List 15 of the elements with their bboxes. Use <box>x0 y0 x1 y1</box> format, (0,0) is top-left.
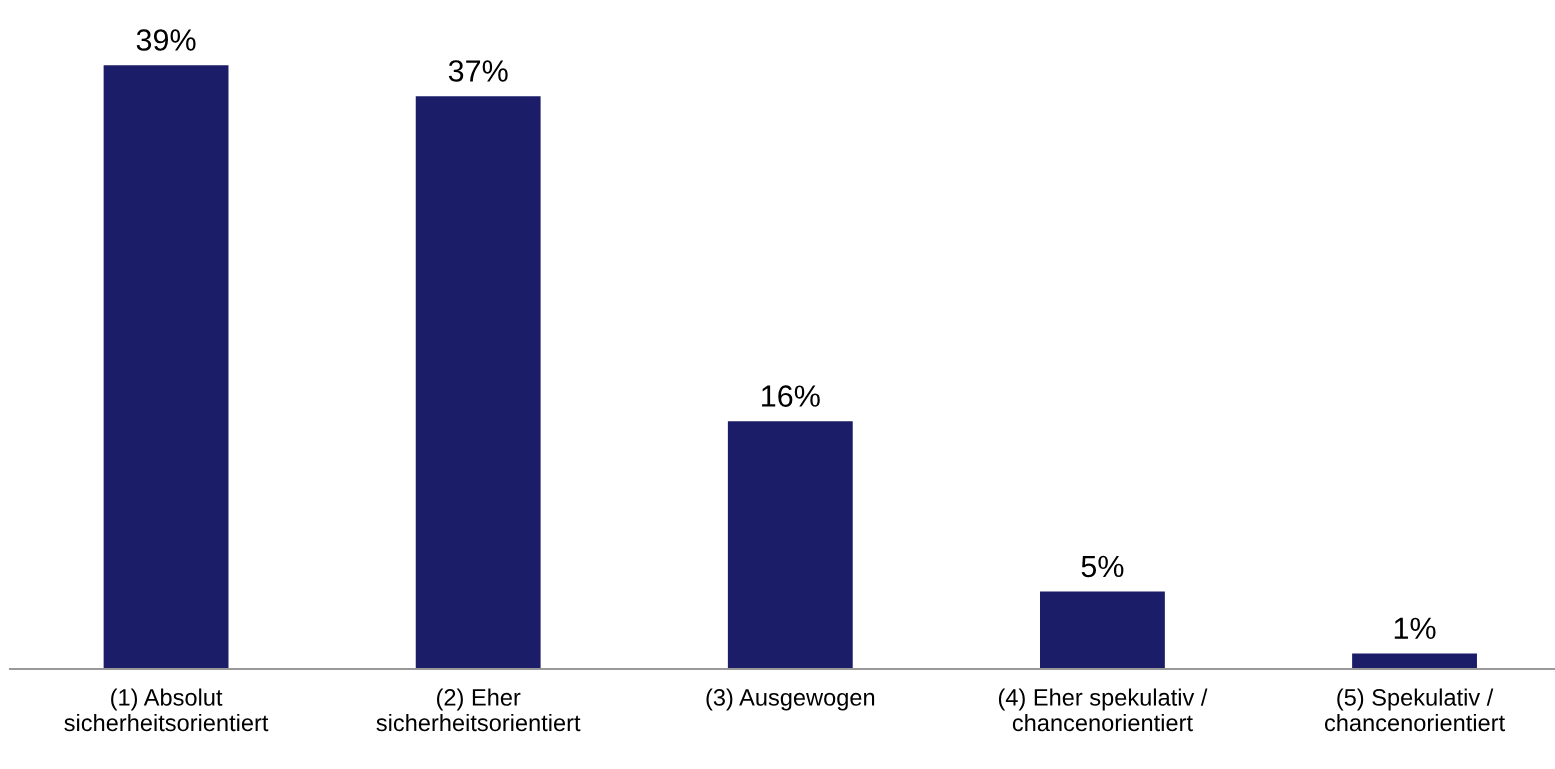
bar <box>1352 653 1477 669</box>
x-tick-label: (2) Eher sicherheitsorientiert <box>376 688 581 732</box>
x-tick-label: (4) Eher spekulativ / chancenorientiert <box>998 688 1208 732</box>
bar <box>1040 591 1165 669</box>
bar <box>415 96 541 669</box>
bar <box>103 65 229 669</box>
data-label: 37% <box>448 60 508 82</box>
bar <box>727 421 853 669</box>
data-label: 39% <box>136 29 196 51</box>
x-tick-label: (1) Absolut sicherheitsorientiert <box>64 688 269 732</box>
data-label: 5% <box>1081 555 1124 578</box>
x-tick-label: (5) Spekulativ / chancenorientiert <box>1324 688 1505 732</box>
data-label: 16% <box>762 385 820 407</box>
x-tick-label: (3) Ausgewogen <box>706 688 875 711</box>
data-label: 1% <box>1394 617 1436 640</box>
